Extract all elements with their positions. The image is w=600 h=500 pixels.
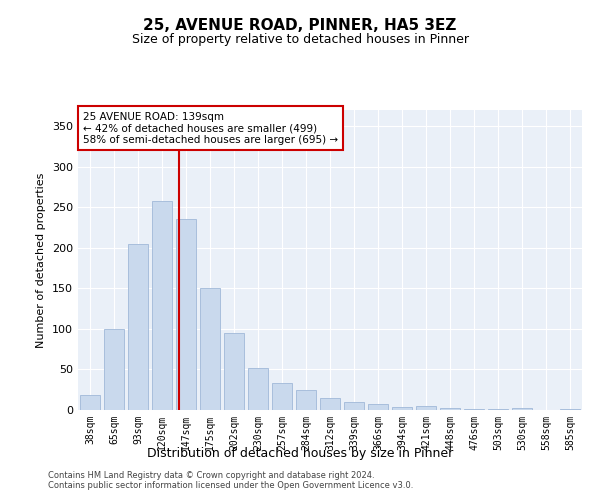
Text: Contains public sector information licensed under the Open Government Licence v3: Contains public sector information licen… [48, 480, 413, 490]
Bar [224, 333, 244, 410]
Bar [416, 406, 436, 410]
Text: Size of property relative to detached houses in Pinner: Size of property relative to detached ho… [131, 32, 469, 46]
Bar [440, 408, 460, 410]
Bar [344, 402, 364, 410]
Bar [128, 244, 148, 410]
Bar [560, 409, 580, 410]
Bar [392, 407, 412, 410]
Text: 25, AVENUE ROAD, PINNER, HA5 3EZ: 25, AVENUE ROAD, PINNER, HA5 3EZ [143, 18, 457, 32]
Bar [464, 409, 484, 410]
Bar [176, 220, 196, 410]
Bar [248, 368, 268, 410]
Text: Distribution of detached houses by size in Pinner: Distribution of detached houses by size … [147, 448, 453, 460]
Bar [80, 396, 100, 410]
Bar [488, 409, 508, 410]
Y-axis label: Number of detached properties: Number of detached properties [37, 172, 46, 348]
Bar [368, 404, 388, 410]
Bar [512, 408, 532, 410]
Bar [320, 398, 340, 410]
Text: Contains HM Land Registry data © Crown copyright and database right 2024.: Contains HM Land Registry data © Crown c… [48, 470, 374, 480]
Bar [272, 383, 292, 410]
Text: 25 AVENUE ROAD: 139sqm
← 42% of detached houses are smaller (499)
58% of semi-de: 25 AVENUE ROAD: 139sqm ← 42% of detached… [83, 112, 338, 144]
Bar [104, 329, 124, 410]
Bar [200, 288, 220, 410]
Bar [296, 390, 316, 410]
Bar [152, 201, 172, 410]
